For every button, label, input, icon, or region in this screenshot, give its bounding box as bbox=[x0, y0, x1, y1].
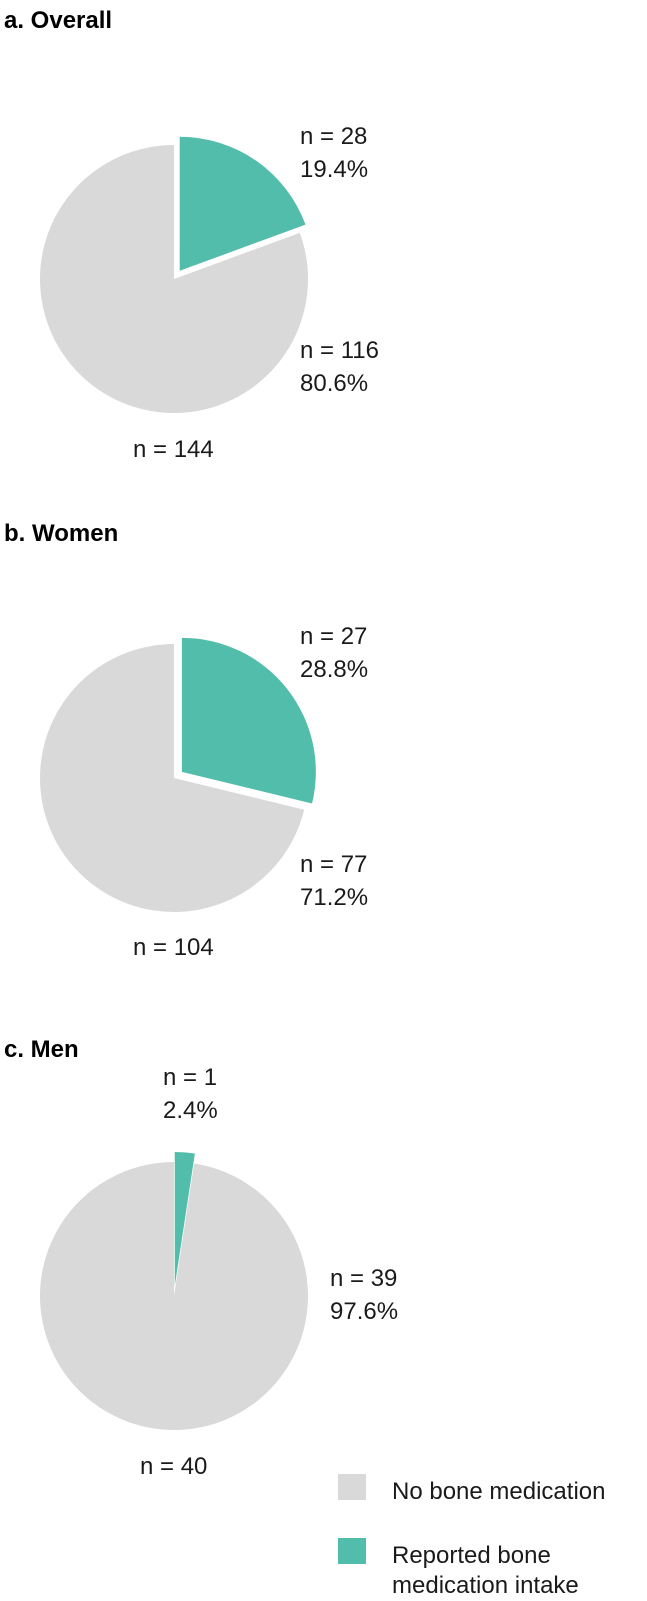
count-label-none-overall: n = 116 bbox=[300, 337, 379, 364]
panel-overall: a. Overall n = 28 19.4% n = 116 80.6% n … bbox=[4, 7, 379, 463]
pct-label-none-men: 97.6% bbox=[330, 1298, 398, 1325]
pct-label-reported-overall: 19.4% bbox=[300, 156, 368, 183]
count-label-none-men: n = 39 bbox=[330, 1265, 397, 1292]
legend-label-reported-medication-line1: Reported bone bbox=[392, 1542, 551, 1569]
slice-none-women bbox=[40, 644, 305, 912]
count-label-none-women: n = 77 bbox=[300, 851, 367, 878]
legend-swatch-reported-medication bbox=[338, 1538, 366, 1564]
panel-title-men: c. Men bbox=[4, 1036, 79, 1063]
pct-label-none-overall: 80.6% bbox=[300, 370, 368, 397]
slice-reported-overall bbox=[179, 136, 306, 271]
pct-label-none-women: 71.2% bbox=[300, 884, 368, 911]
panel-men: c. Men n = 1 2.4% n = 39 97.6% n = 40 bbox=[4, 1036, 398, 1480]
panel-title-overall: a. Overall bbox=[4, 7, 112, 34]
count-label-reported-men: n = 1 bbox=[163, 1064, 217, 1091]
legend-label-no-medication: No bone medication bbox=[392, 1478, 605, 1505]
slice-none-men bbox=[40, 1162, 309, 1430]
panel-women: b. Women n = 27 28.8% n = 77 71.2% n = 1… bbox=[4, 520, 368, 961]
legend-swatch-no-medication bbox=[338, 1474, 366, 1500]
pct-label-reported-men: 2.4% bbox=[163, 1097, 218, 1124]
count-label-reported-overall: n = 28 bbox=[300, 123, 367, 150]
slice-reported-men bbox=[174, 1152, 195, 1287]
count-label-reported-women: n = 27 bbox=[300, 623, 367, 650]
pct-label-reported-women: 28.8% bbox=[300, 656, 368, 683]
panel-title-women: b. Women bbox=[4, 520, 118, 547]
total-label-women: n = 104 bbox=[133, 934, 214, 961]
legend: No bone medication Reported bone medicat… bbox=[338, 1474, 605, 1599]
legend-label-reported-medication-line2: medication intake bbox=[392, 1572, 579, 1599]
total-label-men: n = 40 bbox=[140, 1453, 207, 1480]
total-label-overall: n = 144 bbox=[133, 436, 214, 463]
slice-none-overall bbox=[39, 145, 308, 414]
slice-reported-women bbox=[181, 637, 316, 804]
